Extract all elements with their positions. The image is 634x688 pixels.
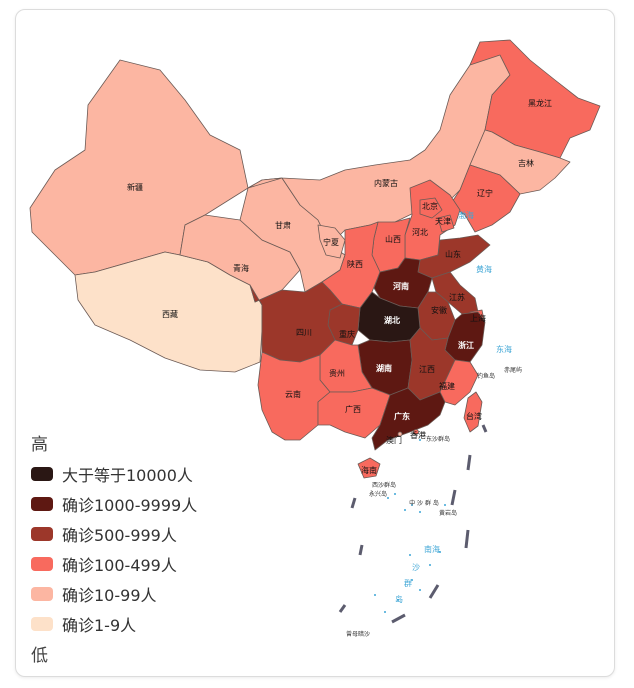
sea-nanhai-qun: 群 (404, 578, 412, 588)
province-beijing[interactable] (419, 197, 443, 219)
label-xinjiang: 新疆 (127, 182, 143, 192)
sea-nanhai-dao: 岛 (395, 594, 403, 604)
label-shaanxi: 陕西 (347, 259, 363, 269)
legend-item[interactable]: 确诊10-99人 (31, 579, 197, 609)
province-tianjin[interactable] (437, 214, 455, 233)
label-chiwei: 赤尾屿 (504, 366, 522, 374)
legend-swatch (31, 617, 53, 631)
label-taiwan: 台湾 (466, 411, 482, 421)
label-guangxi: 广西 (345, 404, 361, 414)
province-fujian[interactable] (439, 359, 479, 406)
label-ningxia: 宁夏 (323, 237, 339, 247)
province-taiwan[interactable] (463, 391, 483, 433)
label-jiangsu: 江苏 (449, 292, 465, 302)
sea-bohai: 渤海 (458, 210, 474, 220)
label-shanxi: 山西 (385, 234, 401, 244)
province-guangxi[interactable] (317, 387, 391, 439)
label-hebei: 河北 (412, 227, 428, 237)
label-chongqing: 重庆 (339, 329, 355, 339)
island-dots (374, 439, 446, 613)
label-dongsha: 东沙群岛 (426, 435, 450, 443)
label-xisha: 西沙群岛 (372, 481, 396, 489)
label-yongxing: 永兴岛 (369, 490, 387, 498)
sea-huanghai: 黄海 (476, 264, 492, 274)
label-guizhou: 贵州 (329, 368, 345, 378)
label-tianjin: 天津 (435, 216, 451, 226)
label-jiangxi: 江西 (419, 365, 435, 374)
sea-nanhai: 南海 (424, 544, 440, 554)
label-hainan: 海南 (361, 465, 377, 475)
label-hubei: 湖北 (384, 315, 400, 325)
legend-label: 确诊500-999人 (62, 526, 177, 545)
sea-donghai: 东海 (496, 344, 512, 354)
label-neimenggu: 内蒙古 (374, 178, 398, 188)
province-xianggang[interactable] (413, 429, 419, 435)
label-gansu: 甘肃 (275, 220, 291, 230)
label-hunan: 湖南 (376, 363, 392, 373)
sea-nanhai-sha: 沙 (412, 563, 420, 572)
label-diaoyu: 钓鱼岛 (477, 372, 495, 380)
legend-item[interactable]: 大于等于10000人 (31, 459, 197, 489)
legend-item[interactable]: 确诊100-499人 (31, 549, 197, 579)
province-hainan[interactable] (357, 457, 381, 479)
south-sea-boundary (338, 424, 488, 624)
label-shandong: 山东 (445, 249, 461, 259)
label-qinghai: 青海 (233, 263, 249, 273)
label-zhongsha: 中 沙 群 岛 (409, 499, 439, 507)
legend-swatch (31, 497, 53, 511)
label-shanghai: 上海 (470, 313, 486, 323)
legend-label: 确诊10-99人 (62, 586, 157, 605)
legend-label: 确诊1-9人 (62, 616, 137, 635)
province-liaoning[interactable] (449, 164, 521, 233)
label-xianggang: 香港 (410, 430, 426, 440)
province-sichuan[interactable] (249, 281, 343, 363)
legend-item[interactable]: 确诊1-9人 (31, 609, 197, 639)
province-guangdong[interactable] (371, 387, 446, 451)
legend: 高 大于等于10000人 确诊1000-9999人 确诊500-999人 确诊100-… (31, 430, 197, 666)
label-fujian: 福建 (439, 381, 455, 391)
legend-swatch (31, 587, 53, 601)
legend-item[interactable]: 确诊1000-9999人 (31, 489, 197, 519)
province-ningxia[interactable] (317, 224, 346, 259)
legend-label: 大于等于10000人 (62, 466, 193, 485)
label-zhejiang: 浙江 (458, 340, 474, 350)
label-yunnan: 云南 (285, 389, 301, 399)
label-huangyan: 黄岩岛 (439, 509, 457, 517)
legend-swatch (31, 557, 53, 571)
province-heilongjiang[interactable] (469, 39, 601, 159)
label-liaoning: 辽宁 (477, 188, 493, 198)
legend-high-label: 高 (31, 435, 48, 455)
legend-swatch (31, 467, 53, 481)
legend-label: 确诊1000-9999人 (62, 496, 198, 515)
province-aomen[interactable] (397, 431, 403, 437)
legend-low-label: 低 (31, 646, 48, 666)
label-aomen: 澳门 (386, 435, 402, 445)
label-zengmu: 曾母暗沙 (346, 630, 370, 638)
label-jilin: 吉林 (518, 158, 534, 168)
label-xizang: 西藏 (162, 309, 178, 319)
label-beijing: 北京 (422, 201, 438, 211)
province-henan[interactable] (373, 257, 433, 309)
label-sichuan: 四川 (296, 328, 312, 337)
legend-label: 确诊100-499人 (62, 556, 177, 575)
legend-item[interactable]: 确诊500-999人 (31, 519, 197, 549)
label-guangdong: 广东 (394, 411, 410, 421)
label-henan: 河南 (393, 281, 409, 291)
legend-items: 大于等于10000人 确诊1000-9999人 确诊500-999人 确诊100-49… (31, 459, 197, 639)
label-heilongjiang: 黑龙江 (528, 98, 552, 108)
label-anhui: 安徽 (431, 305, 447, 315)
legend-swatch (31, 527, 53, 541)
